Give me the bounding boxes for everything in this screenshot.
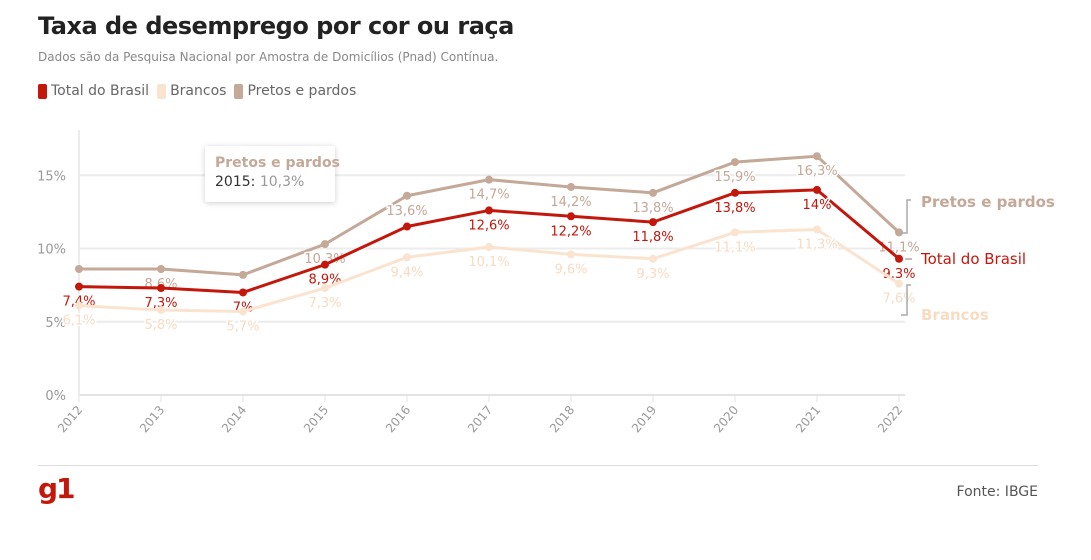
legend-item-total[interactable]: Total do Brasil bbox=[38, 83, 149, 99]
data-point bbox=[239, 288, 247, 297]
data-point bbox=[731, 228, 739, 237]
data-point bbox=[403, 222, 411, 231]
data-point bbox=[75, 265, 83, 274]
data-label: 12,6% bbox=[468, 218, 509, 233]
data-point bbox=[157, 284, 165, 293]
x-tick-label: 2020 bbox=[711, 403, 741, 435]
data-label: 16,3% bbox=[796, 164, 837, 179]
bracket bbox=[901, 199, 911, 234]
data-label: 15,9% bbox=[714, 170, 755, 185]
y-tick-label: 15% bbox=[37, 169, 66, 184]
data-point bbox=[157, 306, 165, 315]
data-label: 13,6% bbox=[386, 204, 427, 219]
series-end-label: Brancos bbox=[921, 306, 989, 324]
data-point bbox=[567, 250, 575, 259]
data-point bbox=[403, 253, 411, 262]
x-tick-label: 2013 bbox=[137, 403, 167, 435]
x-tick-label: 2016 bbox=[383, 403, 413, 435]
y-tick-label: 0% bbox=[45, 389, 66, 404]
x-tick-label: 2012 bbox=[55, 403, 85, 435]
data-label: 5,8% bbox=[144, 318, 177, 333]
g1-logo: g1 bbox=[38, 472, 76, 505]
chart-subtitle: Dados são da Pesquisa Nacional por Amost… bbox=[38, 50, 499, 64]
data-point bbox=[485, 175, 493, 184]
data-point bbox=[731, 188, 739, 197]
data-point bbox=[567, 182, 575, 191]
data-label: 12,2% bbox=[550, 224, 591, 239]
data-label: 11,8% bbox=[632, 230, 673, 245]
data-point bbox=[157, 265, 165, 274]
data-point bbox=[895, 279, 903, 288]
data-label: 14% bbox=[803, 198, 832, 213]
data-point bbox=[813, 185, 821, 194]
data-point bbox=[813, 152, 821, 161]
data-label: 9,3% bbox=[636, 267, 669, 282]
data-label: 14,2% bbox=[550, 195, 591, 210]
data-point bbox=[485, 206, 493, 215]
data-label: 14,7% bbox=[468, 188, 509, 203]
data-label: 10,1% bbox=[468, 255, 509, 270]
data-label: 5,7% bbox=[226, 319, 259, 334]
data-label: 7,6% bbox=[882, 292, 915, 307]
data-label: 9,6% bbox=[554, 262, 587, 277]
data-point bbox=[403, 191, 411, 200]
data-point bbox=[485, 243, 493, 252]
series-pretos-e-pardos: 8,6%10,3%13,6%14,7%14,2%13,8%15,9%16,3%1… bbox=[75, 152, 921, 294]
data-point bbox=[813, 225, 821, 234]
tooltip-year: 2015: bbox=[215, 174, 256, 190]
x-tick-label: 2019 bbox=[629, 403, 659, 435]
data-point bbox=[895, 228, 903, 237]
data-point bbox=[321, 284, 329, 293]
x-tick-label: 2022 bbox=[875, 403, 905, 435]
x-tick-label: 2015 bbox=[301, 403, 331, 435]
data-point bbox=[75, 282, 83, 291]
source: Fonte: IBGE bbox=[956, 484, 1038, 500]
data-label: 11,3% bbox=[796, 237, 837, 252]
y-tick-label: 5% bbox=[45, 316, 66, 331]
legend-swatch bbox=[234, 83, 244, 99]
chart-title: Taxa de desemprego por cor ou raça bbox=[38, 12, 514, 40]
data-point bbox=[649, 188, 657, 197]
data-point bbox=[567, 212, 575, 221]
series-end-label: Total do Brasil bbox=[920, 250, 1026, 268]
series-line bbox=[78, 188, 900, 294]
legend: Total do Brasil Brancos Pretos e pardos bbox=[38, 83, 356, 99]
legend-item-pretos[interactable]: Pretos e pardos bbox=[234, 83, 356, 99]
tooltip: Pretos e pardos 2015: 10,3% bbox=[205, 146, 340, 202]
data-point bbox=[321, 260, 329, 269]
data-point bbox=[895, 254, 903, 263]
x-tick-label: 2018 bbox=[547, 403, 577, 435]
x-tick-label: 2017 bbox=[465, 403, 495, 435]
line-chart: 0% 5% 10% 15% 2012 2013 2014 2015 2016 2017 2018 20… bbox=[37, 130, 1055, 435]
tooltip-series: Pretos e pardos bbox=[215, 155, 340, 171]
legend-label: Total do Brasil bbox=[51, 83, 150, 99]
data-label: 10,3% bbox=[304, 252, 345, 267]
data-point bbox=[649, 254, 657, 263]
data-point bbox=[321, 240, 329, 249]
x-tick-label: 2014 bbox=[219, 403, 249, 435]
legend-item-brancos[interactable]: Brancos bbox=[157, 83, 226, 99]
series-brancos: 6,1% 5,8% 5,7% 7,3% 9,4% 10,1% 9,6% 9,3% 11,1% 11… bbox=[61, 225, 917, 336]
data-point bbox=[649, 218, 657, 227]
data-label: 7,3% bbox=[308, 296, 341, 311]
data-label: 6,1% bbox=[62, 314, 95, 329]
x-tick-label: 2021 bbox=[793, 403, 823, 435]
legend-label: Pretos e pardos bbox=[247, 83, 357, 99]
data-point bbox=[239, 270, 247, 279]
data-point bbox=[239, 307, 247, 316]
data-point bbox=[731, 158, 739, 167]
legend-swatch bbox=[157, 83, 167, 99]
data-label: 11,1% bbox=[714, 240, 755, 255]
data-label: 13,8% bbox=[632, 201, 673, 216]
bracket bbox=[901, 284, 911, 316]
tooltip-value: 10,3% bbox=[259, 174, 305, 190]
data-point bbox=[75, 301, 83, 310]
data-label: 9,4% bbox=[390, 265, 423, 280]
divider bbox=[38, 465, 1038, 466]
series-end-label: Pretos e pardos bbox=[921, 193, 1055, 211]
legend-label: Brancos bbox=[170, 83, 227, 99]
y-tick-label: 10% bbox=[37, 243, 66, 258]
legend-swatch bbox=[38, 83, 47, 99]
data-label: 13,8% bbox=[714, 201, 755, 216]
